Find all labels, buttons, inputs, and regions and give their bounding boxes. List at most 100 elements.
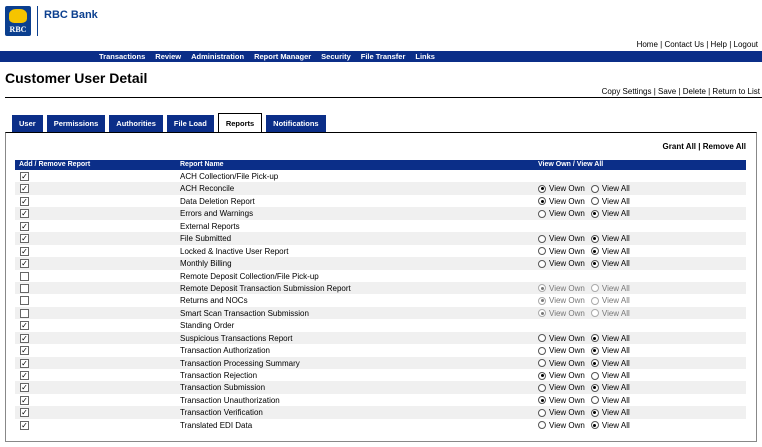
radio-circle-icon[interactable] (590, 184, 599, 193)
radio-circle-icon[interactable] (538, 209, 546, 218)
view-own-radio[interactable]: View Own (538, 333, 585, 344)
radio-circle-icon[interactable] (590, 247, 599, 256)
radio-circle-icon[interactable] (590, 259, 599, 268)
tab-file-load[interactable]: File Load (166, 115, 214, 132)
help-link[interactable]: Help (710, 40, 727, 49)
radio-circle-icon[interactable] (538, 408, 546, 417)
view-all-radio[interactable]: View All (590, 370, 630, 381)
add-remove-checkbox[interactable]: ✓ (20, 358, 29, 368)
return-to-list-link[interactable]: Return to List (712, 87, 760, 96)
view-own-radio[interactable]: View Own (538, 233, 585, 244)
radio-circle-icon[interactable] (538, 371, 546, 380)
view-all-radio[interactable]: View All (590, 208, 630, 219)
view-own-radio[interactable]: View Own (538, 420, 585, 431)
view-all-radio[interactable]: View All (590, 407, 630, 418)
nav-review[interactable]: Review (155, 52, 182, 61)
view-all-radio[interactable]: View All (590, 420, 630, 431)
radio-circle-icon[interactable] (538, 334, 546, 343)
add-remove-checkbox[interactable]: ✓ (20, 321, 29, 331)
radio-circle-icon[interactable] (590, 359, 599, 368)
remove-all-link[interactable]: Remove All (702, 142, 746, 151)
add-remove-checkbox[interactable] (20, 283, 29, 293)
radio-circle-icon[interactable] (538, 247, 546, 256)
add-remove-checkbox[interactable]: ✓ (20, 234, 29, 244)
tab-authorities[interactable]: Authorities (109, 115, 163, 132)
view-all-radio[interactable]: View All (590, 345, 630, 356)
nav-file-transfer[interactable]: File Transfer (360, 52, 406, 61)
view-own-radio[interactable]: View Own (538, 407, 585, 418)
radio-circle-icon[interactable] (590, 371, 599, 380)
add-remove-checkbox[interactable]: ✓ (20, 395, 29, 405)
nav-report-manager[interactable]: Report Manager (254, 52, 312, 61)
tab-reports[interactable]: Reports (217, 113, 263, 132)
view-own-radio[interactable]: View Own (538, 183, 585, 194)
contact-us-link[interactable]: Contact Us (664, 40, 705, 49)
nav-links[interactable]: Links (415, 52, 435, 61)
radio-circle-icon[interactable] (538, 383, 546, 392)
copy-settings-link[interactable]: Copy Settings (601, 87, 652, 96)
radio-circle-icon[interactable] (590, 421, 599, 430)
save-link[interactable]: Save (658, 87, 677, 96)
add-remove-checkbox[interactable]: ✓ (20, 420, 29, 430)
radio-circle-icon[interactable] (538, 396, 546, 405)
add-remove-checkbox[interactable]: ✓ (20, 259, 29, 269)
add-remove-checkbox[interactable]: ✓ (20, 346, 29, 356)
radio-circle-icon[interactable] (590, 209, 599, 218)
view-own-radio[interactable]: View Own (538, 382, 585, 393)
view-own-radio[interactable]: View Own (538, 370, 585, 381)
add-remove-checkbox[interactable] (20, 296, 29, 306)
radio-circle-icon[interactable] (590, 197, 599, 206)
view-own-radio[interactable]: View Own (538, 358, 585, 369)
radio-circle-icon[interactable] (590, 234, 599, 243)
radio-circle-icon[interactable] (590, 408, 599, 417)
home-link[interactable]: Home (636, 40, 658, 49)
add-remove-checkbox[interactable] (20, 271, 29, 281)
view-all-radio[interactable]: View All (590, 246, 630, 257)
add-remove-checkbox[interactable]: ✓ (20, 221, 29, 231)
view-all-radio[interactable]: View All (590, 333, 630, 344)
add-remove-checkbox[interactable]: ✓ (20, 333, 29, 343)
tab-permissions[interactable]: Permissions (46, 115, 106, 132)
view-all-radio[interactable]: View All (590, 358, 630, 369)
view-own-radio[interactable]: View Own (538, 196, 585, 207)
add-remove-checkbox[interactable] (20, 308, 29, 318)
view-all-radio[interactable]: View All (590, 258, 630, 269)
tab-user[interactable]: User (12, 115, 43, 132)
nav-administration[interactable]: Administration (191, 52, 245, 61)
view-own-radio[interactable]: View Own (538, 395, 585, 406)
radio-circle-icon[interactable] (538, 197, 546, 206)
radio-circle-icon[interactable] (590, 383, 599, 392)
view-own-radio[interactable]: View Own (538, 208, 585, 219)
view-own-radio[interactable]: View Own (538, 246, 585, 257)
radio-circle-icon[interactable] (538, 234, 546, 243)
view-all-radio[interactable]: View All (590, 395, 630, 406)
view-all-radio[interactable]: View All (590, 196, 630, 207)
view-all-radio[interactable]: View All (590, 382, 630, 393)
view-all-radio[interactable]: View All (590, 183, 630, 194)
add-remove-checkbox[interactable]: ✓ (20, 209, 29, 219)
radio-circle-icon[interactable] (538, 421, 546, 430)
radio-circle-icon[interactable] (538, 346, 546, 355)
add-remove-checkbox[interactable]: ✓ (20, 408, 29, 418)
radio-circle-icon[interactable] (538, 184, 546, 193)
add-remove-checkbox[interactable]: ✓ (20, 196, 29, 206)
view-all-radio[interactable]: View All (590, 233, 630, 244)
add-remove-checkbox[interactable]: ✓ (20, 383, 29, 393)
delete-link[interactable]: Delete (682, 87, 706, 96)
add-remove-checkbox[interactable]: ✓ (20, 184, 29, 194)
add-remove-checkbox[interactable]: ✓ (20, 371, 29, 380)
tab-notifications[interactable]: Notifications (266, 115, 326, 132)
view-own-radio[interactable]: View Own (538, 345, 585, 356)
view-own-radio[interactable]: View Own (538, 258, 585, 269)
radio-circle-icon[interactable] (590, 346, 599, 355)
radio-circle-icon[interactable] (538, 259, 546, 268)
radio-circle-icon[interactable] (590, 396, 599, 405)
add-remove-checkbox[interactable]: ✓ (20, 172, 29, 181)
grant-all-link[interactable]: Grant All (662, 142, 697, 151)
add-remove-checkbox[interactable]: ✓ (20, 246, 29, 256)
nav-security[interactable]: Security (321, 52, 351, 61)
nav-transactions[interactable]: Transactions (99, 52, 146, 61)
logout-link[interactable]: Logout (733, 40, 758, 49)
radio-circle-icon[interactable] (538, 359, 546, 368)
radio-circle-icon[interactable] (590, 334, 599, 343)
